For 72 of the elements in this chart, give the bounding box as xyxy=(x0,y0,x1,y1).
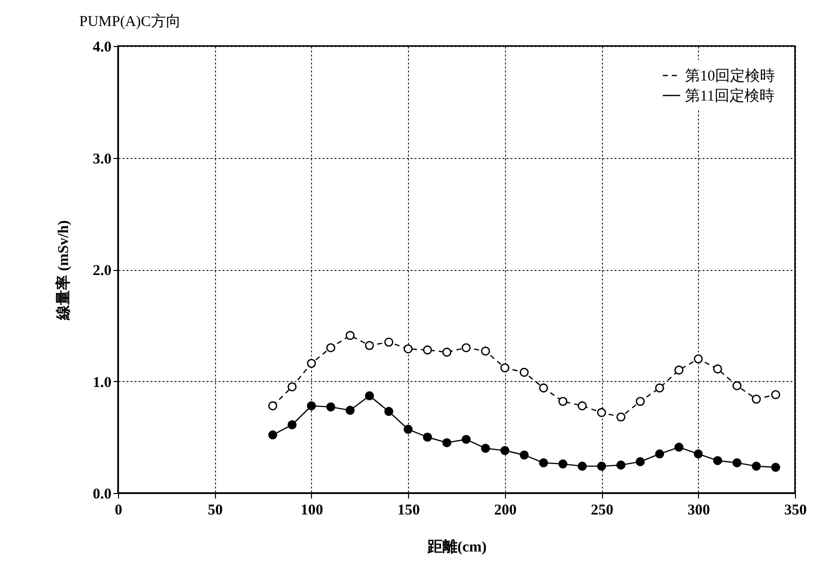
point xyxy=(694,449,703,458)
point xyxy=(597,408,606,418)
point xyxy=(539,458,548,468)
point xyxy=(422,432,432,442)
x-tick-label: 50 xyxy=(208,502,223,518)
y-tick-label: 4.0 xyxy=(92,40,112,56)
point xyxy=(404,424,413,434)
point xyxy=(636,457,645,466)
point xyxy=(539,383,548,392)
point xyxy=(346,330,355,340)
point xyxy=(288,382,297,392)
x-tick-label: 150 xyxy=(397,502,420,518)
point xyxy=(771,462,780,472)
point xyxy=(462,434,471,444)
point xyxy=(558,459,568,468)
point xyxy=(422,345,432,354)
point xyxy=(462,343,471,352)
y-tick-label: 3.0 xyxy=(92,151,112,168)
point xyxy=(752,462,761,471)
point xyxy=(578,401,587,410)
point xyxy=(306,401,316,410)
point xyxy=(364,391,374,400)
point xyxy=(500,363,510,372)
point xyxy=(752,394,761,404)
point xyxy=(384,406,394,416)
point xyxy=(732,458,742,468)
point xyxy=(326,402,336,412)
x-tick-label: 200 xyxy=(494,502,517,518)
point xyxy=(674,366,684,375)
point xyxy=(558,396,568,406)
point xyxy=(500,446,510,456)
x-tick-label: 0 xyxy=(114,502,122,518)
y-axis-title: 線量率 (mSv/h) xyxy=(54,220,72,321)
point xyxy=(636,396,645,406)
legend-label: 第11回定検時 xyxy=(685,88,774,104)
legend-label: 第10回定検時 xyxy=(685,68,775,84)
point xyxy=(306,358,316,368)
y-tick-label: 2.0 xyxy=(92,263,112,279)
point xyxy=(288,420,297,430)
point xyxy=(732,381,742,390)
point xyxy=(404,344,413,354)
point xyxy=(520,368,529,377)
point xyxy=(674,442,684,452)
point xyxy=(384,338,394,347)
x-tick-label: 100 xyxy=(300,502,324,518)
x-axis-title: 距離(cm) xyxy=(426,538,487,556)
point xyxy=(268,401,278,410)
point xyxy=(578,462,587,471)
point xyxy=(713,456,722,466)
point xyxy=(655,383,664,392)
point xyxy=(442,348,452,357)
point xyxy=(364,340,374,350)
y-tick-label: 1.0 xyxy=(92,374,112,391)
point xyxy=(268,430,278,440)
point xyxy=(616,412,626,422)
chart-title: PUMP(A)C方向 xyxy=(79,13,181,30)
x-tick-label: 300 xyxy=(688,502,710,518)
point xyxy=(480,444,490,453)
point xyxy=(694,354,703,364)
point xyxy=(442,438,452,448)
point xyxy=(346,406,355,415)
point xyxy=(616,460,626,470)
point xyxy=(480,346,490,356)
point xyxy=(771,390,780,400)
point xyxy=(597,462,606,471)
point xyxy=(326,343,336,352)
point xyxy=(713,364,722,374)
x-tick-label: 350 xyxy=(784,502,807,518)
point xyxy=(520,450,529,460)
x-tick-label: 250 xyxy=(590,502,614,518)
y-tick-label: 0.0 xyxy=(92,486,112,502)
point xyxy=(655,449,664,458)
